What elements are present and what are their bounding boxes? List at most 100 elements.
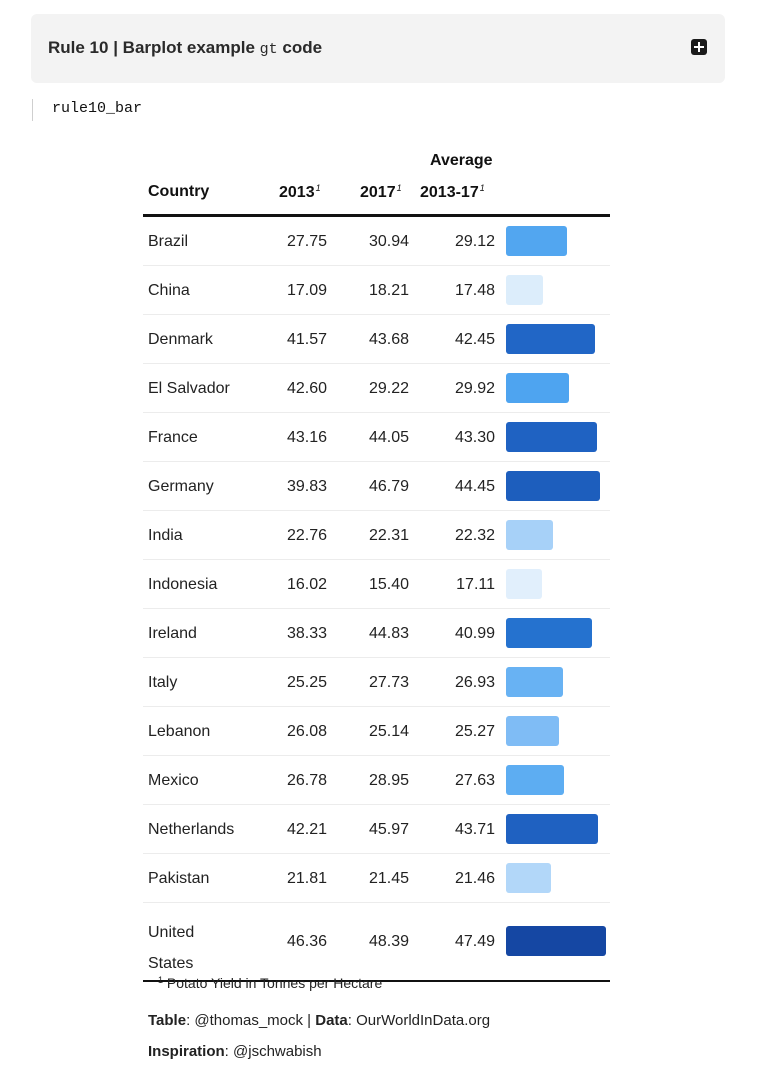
- table-row: El Salvador 42.60 29.22 29.92: [143, 364, 610, 413]
- table-row: Brazil 27.75 30.94 29.12: [143, 217, 610, 266]
- country-cell: United States: [148, 924, 195, 972]
- yield-2017-cell: 29.22: [368, 380, 409, 397]
- table-row: Pakistan 21.81 21.45 21.46: [143, 854, 610, 903]
- table-row: India 22.76 22.31 22.32: [143, 511, 610, 560]
- table-header: Country 20131 20171 Average 2013-171: [143, 140, 610, 217]
- yield-2013-cell: 21.81: [286, 870, 327, 887]
- inspiration-line: Inspiration: @jschwabish: [148, 1043, 322, 1060]
- average-bar: [506, 814, 598, 844]
- header-average: Average: [430, 152, 493, 169]
- country-cell: France: [148, 429, 198, 446]
- average-cell: 29.92: [454, 380, 495, 397]
- country-cell: Ireland: [148, 625, 197, 642]
- table-row: Denmark 41.57 43.68 42.45: [143, 315, 610, 364]
- header-2017: 20171: [360, 183, 402, 201]
- yield-2017-cell: 30.94: [368, 233, 409, 250]
- code-block-border: [32, 99, 33, 121]
- yield-2013-cell: 46.36: [286, 933, 327, 950]
- average-bar: [506, 618, 592, 648]
- table-row: Netherlands 42.21 45.97 43.71: [143, 805, 610, 854]
- average-cell: 44.45: [454, 478, 495, 495]
- average-cell: 22.32: [454, 527, 495, 544]
- yield-2017-cell: 27.73: [368, 674, 409, 691]
- average-cell: 47.49: [454, 933, 495, 950]
- potato-yield-table: Country 20131 20171 Average 2013-171 Bra…: [143, 140, 610, 982]
- yield-2013-cell: 17.09: [286, 282, 327, 299]
- average-bar: [506, 716, 559, 746]
- panel-title: Rule 10 | Barplot example gt code: [48, 38, 323, 58]
- yield-2017-cell: 21.45: [368, 870, 409, 887]
- yield-2013-cell: 26.78: [286, 772, 327, 789]
- yield-2013-cell: 26.08: [286, 723, 327, 740]
- yield-2017-cell: 45.97: [368, 821, 409, 838]
- average-cell: 26.93: [454, 674, 495, 691]
- average-bar: [506, 226, 567, 256]
- average-cell: 43.71: [454, 821, 495, 838]
- average-cell: 21.46: [454, 870, 495, 887]
- source-line: Table: @thomas_mock | Data: OurWorldInDa…: [148, 1012, 491, 1029]
- average-cell: 27.63: [454, 772, 495, 789]
- yield-2017-cell: 44.83: [368, 625, 409, 642]
- table-row: Germany 39.83 46.79 44.45: [143, 462, 610, 511]
- yield-2017-cell: 28.95: [368, 772, 409, 789]
- yield-2017-cell: 15.40: [368, 576, 409, 593]
- country-cell: Mexico: [148, 772, 199, 789]
- average-bar: [506, 422, 597, 452]
- header-2013: 20131: [279, 183, 321, 201]
- country-cell: China: [148, 282, 190, 299]
- average-cell: 42.45: [454, 331, 495, 348]
- rule-10-panel-header[interactable]: Rule 10 | Barplot example gt code: [31, 14, 725, 83]
- yield-2017-cell: 44.05: [368, 429, 409, 446]
- average-cell: 43.30: [454, 429, 495, 446]
- table-body: Brazil 27.75 30.94 29.12 China 17.09 18.21 17.4…: [143, 217, 610, 982]
- table-row: Lebanon 26.08 25.14 25.27: [143, 707, 610, 756]
- expand-plus-icon[interactable]: [691, 39, 707, 55]
- average-bar: [506, 520, 553, 550]
- header-average-range: 2013-171: [420, 183, 485, 201]
- average-bar: [506, 765, 564, 795]
- yield-2017-cell: 18.21: [368, 282, 409, 299]
- country-cell: Brazil: [148, 233, 189, 250]
- average-cell: 29.12: [454, 233, 495, 250]
- country-cell: El Salvador: [148, 380, 230, 397]
- table-row: Ireland 38.33 44.83 40.99: [143, 609, 610, 658]
- yield-2017-cell: 43.68: [368, 331, 409, 348]
- header-country: Country: [148, 183, 210, 200]
- code-text: rule10_bar: [52, 100, 143, 117]
- yield-2013-cell: 42.21: [286, 821, 327, 838]
- average-bar: [506, 275, 543, 305]
- yield-2013-cell: 27.75: [286, 233, 327, 250]
- table-row: Indonesia 16.02 15.40 17.11: [143, 560, 610, 609]
- country-cell: Denmark: [148, 331, 213, 348]
- average-bar: [506, 863, 551, 893]
- country-cell: Indonesia: [148, 576, 218, 593]
- table-row: Mexico 26.78 28.95 27.63: [143, 756, 610, 805]
- average-cell: 17.11: [456, 576, 495, 593]
- average-bar: [506, 471, 600, 501]
- average-bar: [506, 667, 563, 697]
- average-cell: 25.27: [454, 723, 495, 740]
- yield-2013-cell: 42.60: [286, 380, 327, 397]
- yield-2017-cell: 46.79: [368, 478, 409, 495]
- yield-2013-cell: 41.57: [286, 331, 327, 348]
- yield-2013-cell: 39.83: [286, 478, 327, 495]
- average-cell: 40.99: [454, 625, 495, 642]
- yield-2017-cell: 25.14: [368, 723, 409, 740]
- yield-2017-cell: 22.31: [368, 527, 409, 544]
- yield-2017-cell: 48.39: [368, 933, 409, 950]
- country-cell: Italy: [148, 674, 178, 691]
- table-row: Italy 25.25 27.73 26.93: [143, 658, 610, 707]
- country-cell: Germany: [148, 478, 214, 495]
- country-cell: Lebanon: [148, 723, 211, 740]
- average-bar: [506, 373, 569, 403]
- yield-2013-cell: 16.02: [286, 576, 327, 593]
- country-cell: India: [148, 527, 183, 544]
- country-cell: Pakistan: [148, 870, 210, 887]
- country-cell: Netherlands: [148, 821, 235, 838]
- table-row: United States 46.36 48.39 47.49: [143, 903, 610, 982]
- average-bar: [506, 324, 595, 354]
- yield-2013-cell: 25.25: [286, 674, 327, 691]
- yield-2013-cell: 38.33: [286, 625, 327, 642]
- average-cell: 17.48: [454, 282, 495, 299]
- average-bar: [506, 926, 606, 956]
